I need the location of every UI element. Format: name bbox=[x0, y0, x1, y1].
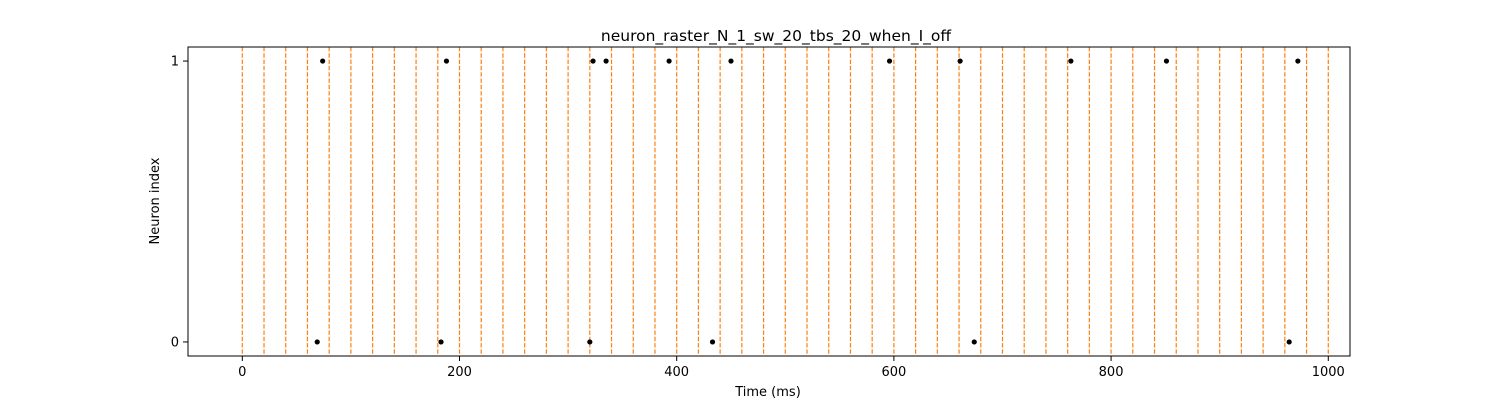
spike-point bbox=[1286, 339, 1292, 345]
x-tick-label: 800 bbox=[1099, 365, 1124, 380]
y-tick-label: 0 bbox=[171, 335, 179, 350]
x-tick-label: 200 bbox=[447, 365, 472, 380]
spike-point bbox=[590, 58, 596, 64]
x-axis-label: Time (ms) bbox=[734, 385, 801, 400]
spike-point bbox=[971, 339, 977, 345]
spike-point bbox=[443, 58, 450, 64]
spike-point bbox=[709, 339, 716, 345]
x-tick-label: 600 bbox=[881, 365, 906, 380]
spike-points-layer bbox=[314, 58, 1301, 345]
x-tick-label: 0 bbox=[238, 365, 246, 380]
spike-point bbox=[314, 339, 320, 345]
y-ticks-layer: 01 bbox=[171, 55, 188, 350]
spike-point bbox=[438, 339, 444, 345]
spike-point bbox=[587, 339, 593, 345]
spike-point bbox=[603, 58, 609, 64]
spike-point bbox=[957, 58, 963, 64]
y-axis-label: Neuron index bbox=[148, 157, 163, 244]
spike-point bbox=[728, 58, 734, 64]
window-lines-layer bbox=[241, 47, 1329, 356]
y-tick-label: 1 bbox=[171, 55, 179, 70]
chart-title: neuron_raster_N_1_sw_20_tbs_20_when_I_of… bbox=[601, 27, 952, 46]
x-ticks-layer: 0 200 400 600 800 1000 bbox=[238, 356, 1345, 380]
spike-point bbox=[1068, 58, 1074, 64]
spike-point bbox=[886, 58, 893, 64]
x-tick-label: 400 bbox=[664, 365, 689, 380]
axes-border bbox=[187, 46, 1351, 357]
spike-point bbox=[1163, 58, 1170, 64]
axes-frame bbox=[187, 46, 1351, 357]
spike-point bbox=[666, 58, 672, 64]
x-tick-label: 1000 bbox=[1312, 365, 1345, 380]
spike-point bbox=[1295, 58, 1301, 64]
spike-point bbox=[320, 58, 326, 64]
